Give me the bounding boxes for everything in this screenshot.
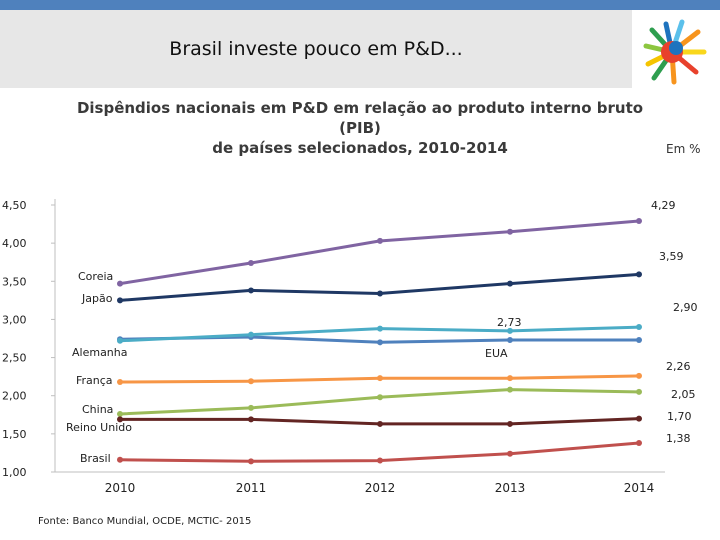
y-tick-label: 2,00 (2, 390, 27, 403)
data-point-coreia (636, 218, 642, 225)
data-point-china (377, 394, 383, 401)
data-point-eua (507, 337, 513, 344)
chart-title-line-2: de países selecionados, 2010-2014 (212, 139, 508, 157)
data-point-china (117, 411, 123, 418)
y-tick-label: 3,50 (2, 275, 27, 288)
source-note: Fonte: Banco Mundial, OCDE, MCTIC- 2015 (38, 516, 252, 527)
title-band (0, 10, 632, 88)
slide-title: Brasil investe pouco em P&D... (169, 38, 463, 60)
data-point-brasil (377, 457, 383, 464)
series-label-alemanha: Alemanha (72, 346, 128, 359)
unit-label: Em % (666, 142, 701, 156)
data-point-brasil (636, 440, 642, 447)
data-point-eua (377, 339, 383, 346)
y-tick-label: 4,00 (2, 237, 27, 250)
x-tick-label: 2010 (105, 481, 136, 495)
end-label-coreia: 4,29 (651, 199, 676, 212)
data-point-alemanha (248, 331, 254, 338)
end-label-brasil: 1,38 (666, 432, 691, 445)
data-point-reino-unido (507, 420, 513, 427)
data-point-jap-o (377, 290, 383, 297)
data-point-china (636, 388, 642, 395)
x-tick-label: 2014 (624, 481, 655, 495)
y-tick-label: 2,50 (2, 352, 27, 365)
data-point-alemanha (636, 324, 642, 331)
end-label-fran-a: 2,26 (666, 360, 691, 373)
data-point-alemanha (117, 337, 123, 344)
series-label-brasil: Brasil (80, 452, 111, 465)
data-point-china (248, 404, 254, 411)
data-point-reino-unido (248, 416, 254, 423)
end-label-china: 2,05 (671, 388, 696, 401)
top-accent-bar (0, 0, 720, 10)
x-tick-label: 2012 (365, 481, 396, 495)
data-point-coreia (248, 259, 254, 266)
data-point-brasil (117, 456, 123, 463)
series-label-coreia: Coreia (78, 270, 113, 283)
data-point-fran-a (377, 375, 383, 382)
end-label-eua: 2,73 (497, 316, 522, 329)
data-point-alemanha (507, 327, 513, 334)
series-line-coreia (119, 219, 640, 286)
chart-title: Dispêndios nacionais em P&D em relação a… (60, 98, 660, 158)
data-point-coreia (377, 237, 383, 244)
data-point-brasil (248, 458, 254, 465)
data-point-jap-o (248, 287, 254, 294)
data-point-coreia (507, 228, 513, 235)
data-point-jap-o (117, 297, 123, 304)
data-point-eua (636, 337, 642, 344)
x-tick-label: 2011 (236, 481, 267, 495)
y-tick-label: 4,50 (2, 199, 27, 212)
data-point-alemanha (377, 325, 383, 332)
data-point-brasil (507, 450, 513, 457)
data-point-reino-unido (117, 416, 123, 423)
data-point-reino-unido (377, 420, 383, 427)
chart-title-line-1: Dispêndios nacionais em P&D em relação a… (76, 99, 644, 137)
x-tick-label: 2013 (495, 481, 526, 495)
series-label-jap-o: Japão (81, 292, 113, 305)
y-tick-label: 3,00 (2, 313, 27, 326)
y-tick-label: 1,00 (2, 466, 27, 479)
series-label-fran-a: França (76, 374, 113, 387)
data-point-jap-o (636, 271, 642, 278)
series-label-china: China (82, 403, 113, 416)
end-label-jap-o: 3,59 (659, 250, 684, 263)
data-point-reino-unido (636, 415, 642, 422)
series-label-eua: EUA (485, 347, 508, 360)
end-label-reino-unido: 1,70 (667, 410, 692, 423)
end-label-alemanha: 2,90 (673, 301, 698, 314)
data-point-coreia (117, 280, 123, 287)
data-point-china (507, 386, 513, 393)
y-tick-label: 1,50 (2, 428, 27, 441)
data-point-fran-a (507, 375, 513, 382)
series-line-china (119, 388, 640, 416)
data-point-fran-a (117, 378, 123, 385)
data-point-fran-a (636, 372, 642, 379)
hands-logo-icon (643, 19, 707, 85)
series-label-reino-unido: Reino Unido (66, 421, 132, 434)
series-line-jap-o (119, 272, 640, 302)
data-point-jap-o (507, 280, 513, 287)
data-point-fran-a (248, 378, 254, 385)
